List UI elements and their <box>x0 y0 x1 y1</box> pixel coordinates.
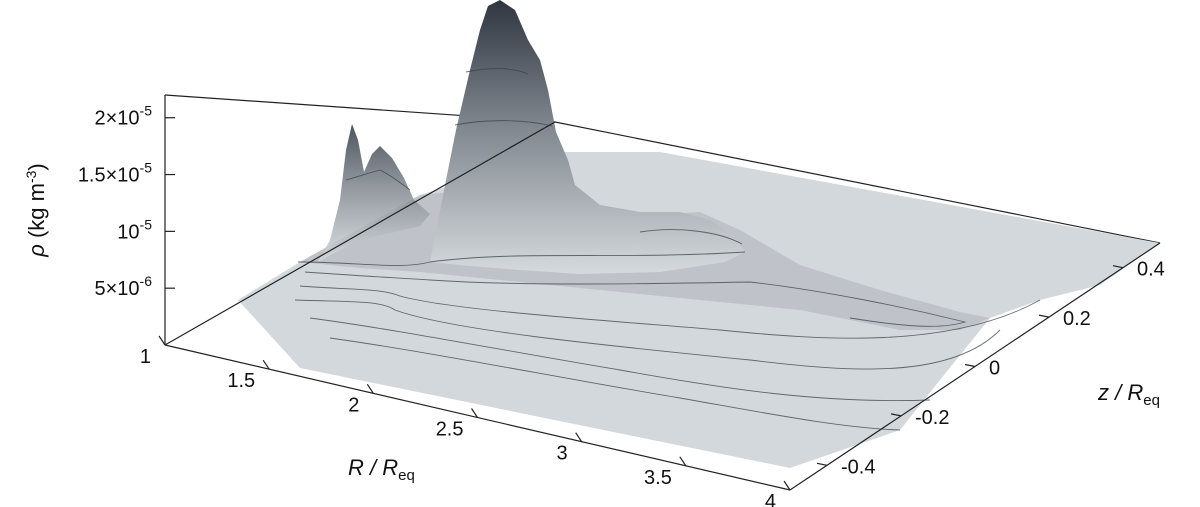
contour-8 <box>454 120 553 127</box>
z-axis-title-unit: (kg m <box>24 183 49 238</box>
left-floor-edge <box>164 121 556 346</box>
z-tick-exponent: -5 <box>140 160 153 176</box>
z-tick-exponent: -5 <box>140 103 153 119</box>
x-tick-label: 2.5 <box>436 419 464 441</box>
contour-9 <box>465 68 529 75</box>
contour-3 <box>299 285 1041 339</box>
contour-1 <box>297 251 746 267</box>
x-tick-label: 1.5 <box>227 370 255 392</box>
contour-6 <box>329 337 901 431</box>
z-tick-label: 2×10-5 <box>94 103 152 130</box>
z-tick-label: 1.5×10-5 <box>78 160 152 187</box>
y-tick-mark <box>890 413 902 417</box>
z-tick-label: 5×10-6 <box>94 273 152 300</box>
z-tick-mantissa: 2×10 <box>94 108 139 130</box>
y-tick-mark <box>964 363 976 368</box>
surface-small-peaks <box>318 124 430 262</box>
x-tick-mark <box>575 432 583 442</box>
x-axis-title-sub: eq <box>398 467 415 484</box>
x-tick-label: 3.5 <box>644 467 672 489</box>
z-tick-mantissa: 1.5×10 <box>78 165 140 187</box>
contour-lines <box>294 68 1041 431</box>
z-tick-exponent: -6 <box>140 273 153 289</box>
y-axis-title-main: z / R <box>1097 380 1143 405</box>
contour-4 <box>294 299 1001 370</box>
contour-2 <box>304 271 967 327</box>
x-tick-label: 2 <box>348 394 359 416</box>
z-tick-label: 10-5 <box>117 216 152 243</box>
y-tick-mark <box>816 462 828 466</box>
z-axis-title-close: ) <box>24 163 49 170</box>
y-tick-label: -0.4 <box>841 456 875 478</box>
x-tick-mark <box>783 480 791 491</box>
y-axis-ticks: -0.4 -0.2 0 0.2 0.4 <box>816 259 1165 478</box>
x-tick-mark <box>262 359 270 370</box>
contour-5 <box>309 317 931 402</box>
y-tick-label: 0 <box>989 358 1000 380</box>
z-axis-title-symbol: ρ <box>24 244 49 258</box>
z-axis-title-exp: -3 <box>23 170 39 183</box>
z-axis-title: ρ (kg m-3) <box>23 163 49 258</box>
contour-10 <box>639 229 743 245</box>
x-axis-ticks: 1 1.5 2 2.5 3 3.5 4 <box>140 335 791 507</box>
x-axis-title-main: R / R <box>348 455 398 480</box>
y-tick-label: 0.2 <box>1063 308 1091 330</box>
z-tick-exponent: -5 <box>140 216 153 232</box>
z-axis-ticks: 2×10-51.5×10-510-55×10-6 <box>78 103 175 300</box>
z-tick-mantissa: 10 <box>117 221 139 243</box>
y-tick-label: -0.2 <box>915 407 949 429</box>
x-tick-label: 1 <box>140 346 151 368</box>
x-tick-label: 3 <box>557 443 568 465</box>
y-tick-label: 0.4 <box>1137 259 1165 281</box>
contour-7 <box>345 169 411 191</box>
back-top-edge <box>554 121 1161 244</box>
y-tick-mark <box>1112 265 1124 269</box>
z-tick-mantissa: 5×10 <box>94 278 139 300</box>
x-tick-mark <box>679 456 687 467</box>
y-axis-title: z / Req <box>1097 380 1160 409</box>
x-tick-label: 4 <box>765 491 776 507</box>
x-tick-mark <box>366 384 374 394</box>
y-tick-mark <box>1038 314 1050 318</box>
x-axis-title: R / Req <box>348 455 415 484</box>
x-tick-mark <box>158 335 166 346</box>
surface-main-peak <box>430 0 745 274</box>
x-tick-mark <box>471 408 478 418</box>
y-axis-title-sub: eq <box>1143 392 1160 409</box>
